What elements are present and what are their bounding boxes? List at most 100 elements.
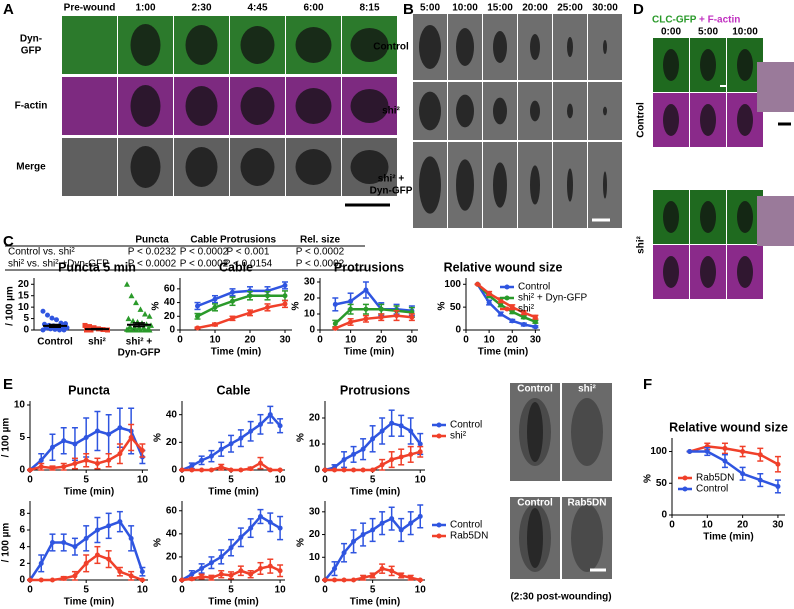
data-point (137, 306, 144, 312)
table-cell: Control vs. shi² (8, 247, 75, 258)
data-point (117, 519, 123, 525)
data-point (509, 309, 515, 315)
data-point (341, 550, 347, 556)
x-tick-label: 20 (507, 335, 519, 346)
data-point (722, 445, 728, 451)
data-point (341, 467, 347, 473)
data-point (49, 577, 55, 583)
y-tick-label: 10 (14, 400, 26, 411)
data-point (189, 576, 195, 582)
wound (240, 87, 275, 125)
y-tick-label: 20 (164, 311, 176, 322)
wound (419, 91, 441, 131)
data-point (267, 563, 273, 569)
panel-letter: B (403, 1, 414, 18)
x-tick-label: 5 (83, 475, 89, 486)
data-point (351, 538, 357, 544)
image-label: Control (517, 384, 553, 395)
x-tick-label: 10 (209, 335, 221, 346)
data-point (38, 457, 44, 463)
y-tick-label: 2 (19, 558, 25, 569)
data-point (351, 451, 357, 457)
panel-title: CLC-GFP (652, 15, 697, 26)
wound (130, 146, 161, 188)
data-point (498, 311, 504, 317)
y-tick-label: 15 (18, 290, 30, 301)
data-point (740, 449, 746, 455)
legend-label: Control (696, 484, 728, 495)
row-label: Dyn-GFP (370, 186, 413, 197)
wound (567, 103, 573, 119)
y-tick-label: 60 (164, 283, 176, 294)
data-point (83, 560, 89, 566)
data-point (389, 516, 395, 522)
data-point (94, 552, 100, 558)
wound (185, 25, 218, 65)
x-tick-label: 0 (179, 585, 185, 596)
micrograph (62, 77, 117, 135)
data-point (106, 457, 112, 463)
x-tick-label: 0 (463, 335, 469, 346)
legend-label: shi² + Dyn-GFP (518, 293, 588, 304)
time-label: 0:00 (661, 27, 681, 38)
data-point (238, 435, 244, 441)
image-label: Control (517, 498, 553, 509)
data-point (348, 298, 354, 304)
data-point (740, 471, 746, 477)
x-axis-label: Time (min) (208, 487, 258, 498)
data-point (277, 525, 283, 531)
time-label: 6:00 (303, 3, 323, 14)
data-point (87, 324, 92, 330)
chart-title: Relative wound size (444, 260, 563, 274)
data-point (532, 324, 538, 330)
data-point (228, 572, 234, 578)
x-tick-label: 0 (317, 335, 323, 346)
wound (350, 28, 389, 62)
x-tick-label: 10 (415, 585, 427, 596)
wound (567, 37, 573, 57)
data-point (199, 467, 205, 473)
data-point (218, 571, 224, 577)
legend-label: Control (450, 520, 482, 531)
data-point (208, 560, 214, 566)
data-point (417, 513, 423, 519)
row-label: GFP (21, 46, 42, 57)
panel-letter: E (3, 376, 13, 393)
series-line (689, 445, 779, 466)
y-tick-label: 40 (166, 528, 178, 539)
table-header: Puncta (135, 235, 169, 246)
data-point (199, 457, 205, 463)
x-tick-label: 30 (772, 520, 784, 531)
y-tick-label: 20 (304, 293, 316, 304)
x-axis-label: Time (min) (703, 532, 753, 543)
data-point (248, 571, 254, 577)
data-point (257, 460, 263, 466)
x-tick-label: 5 (370, 585, 376, 596)
legend-marker (504, 306, 510, 312)
y-axis-label: % (643, 474, 654, 483)
y-tick-label: 0 (171, 575, 177, 586)
data-point (72, 573, 78, 579)
chart-title: Puncta 5 min (58, 260, 136, 274)
x-tick-label: 0 (669, 520, 675, 531)
wound-outline (519, 504, 551, 572)
data-point (218, 554, 224, 560)
data-point (417, 577, 423, 583)
time-label: 10:00 (452, 3, 478, 14)
y-axis-label: % (437, 301, 448, 310)
y-tick-label: 0 (455, 325, 461, 336)
wound (700, 104, 716, 136)
time-label: 5:00 (698, 27, 718, 38)
row-label: F-actin (15, 101, 48, 112)
time-label: 5:00 (420, 3, 440, 14)
legend-label: Control (450, 420, 482, 431)
x-tick-label: 20 (376, 335, 388, 346)
data-point (363, 306, 369, 312)
data-point (212, 304, 218, 310)
time-label: 1:00 (135, 3, 155, 14)
series-line (197, 284, 286, 308)
wound (567, 168, 573, 202)
data-point (332, 577, 338, 583)
data-point (72, 544, 78, 550)
x-axis-label: Time (min) (64, 597, 114, 608)
